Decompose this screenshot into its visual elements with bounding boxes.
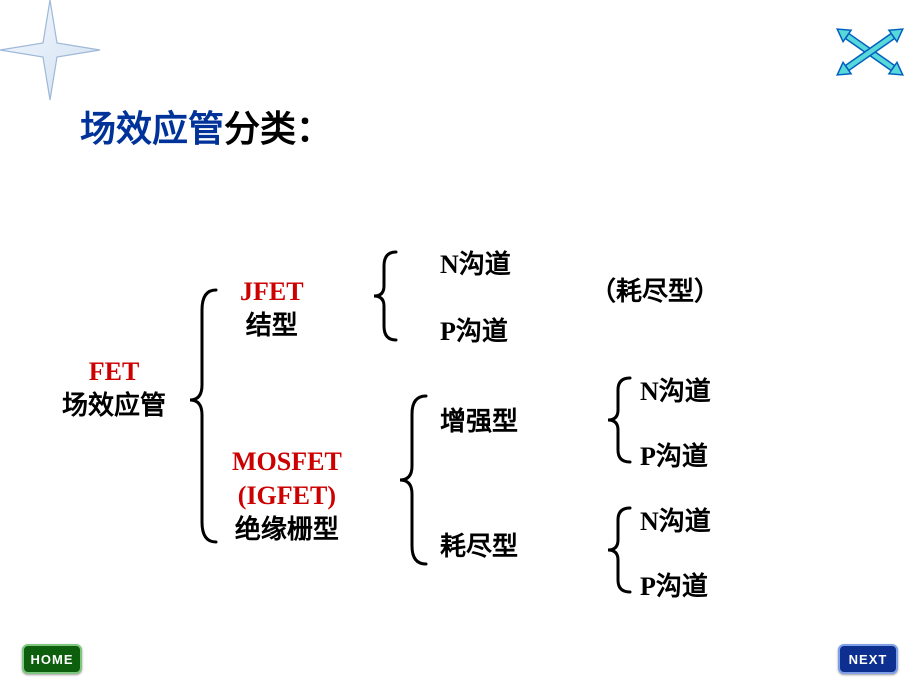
node-p3: P沟道	[640, 570, 708, 604]
title-part2: 分类：	[224, 109, 332, 149]
node-enhance: 增强型	[440, 405, 518, 439]
node-jfet: JFET 结型	[240, 275, 304, 343]
node-n3: N沟道	[640, 505, 711, 539]
node-n1: N沟道	[440, 248, 511, 282]
node-deplete: 耗尽型	[440, 530, 518, 564]
home-button[interactable]: HOME	[22, 644, 82, 674]
node-depletion-note: （耗尽型）	[590, 275, 720, 309]
node-n2: N沟道	[640, 375, 711, 409]
node-p1: P沟道	[440, 315, 508, 349]
title-part1: 场效应管	[80, 109, 224, 149]
cross-arrows-icon	[833, 23, 907, 80]
node-p2: P沟道	[640, 440, 708, 474]
node-fet: FET 场效应管	[62, 355, 166, 423]
next-button[interactable]: NEXT	[838, 644, 898, 674]
page-title: 场效应管分类：	[80, 100, 332, 152]
node-mosfet: MOSFET (IGFET) 绝缘栅型	[232, 445, 342, 546]
